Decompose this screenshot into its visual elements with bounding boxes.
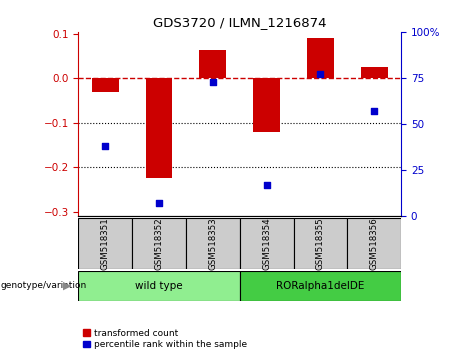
Text: RORalpha1delDE: RORalpha1delDE [276,281,365,291]
Point [209,79,217,84]
FancyBboxPatch shape [347,218,401,269]
Point [371,108,378,114]
Text: GSM518353: GSM518353 [208,217,217,270]
Point [155,200,163,206]
FancyBboxPatch shape [240,218,294,269]
Bar [253,79,280,132]
Text: GSM518356: GSM518356 [370,217,378,270]
Text: GSM518354: GSM518354 [262,217,271,270]
FancyBboxPatch shape [132,218,186,269]
Text: wild type: wild type [135,281,183,291]
Bar [199,51,226,79]
Text: genotype/variation: genotype/variation [0,281,87,290]
Bar [92,79,118,92]
Text: GSM518351: GSM518351 [101,217,110,270]
Text: GSM518352: GSM518352 [154,217,164,270]
Text: GSM518355: GSM518355 [316,217,325,270]
FancyBboxPatch shape [240,271,401,301]
Point [263,182,270,188]
FancyBboxPatch shape [78,271,240,301]
Bar [361,67,388,79]
Bar [146,79,172,178]
Point [101,143,109,149]
FancyBboxPatch shape [186,218,240,269]
FancyBboxPatch shape [294,218,347,269]
Text: ▶: ▶ [63,281,71,291]
FancyBboxPatch shape [78,218,132,269]
Point [317,72,324,77]
Bar [307,38,334,79]
Title: GDS3720 / ILMN_1216874: GDS3720 / ILMN_1216874 [153,16,326,29]
Legend: transformed count, percentile rank within the sample: transformed count, percentile rank withi… [83,329,247,349]
